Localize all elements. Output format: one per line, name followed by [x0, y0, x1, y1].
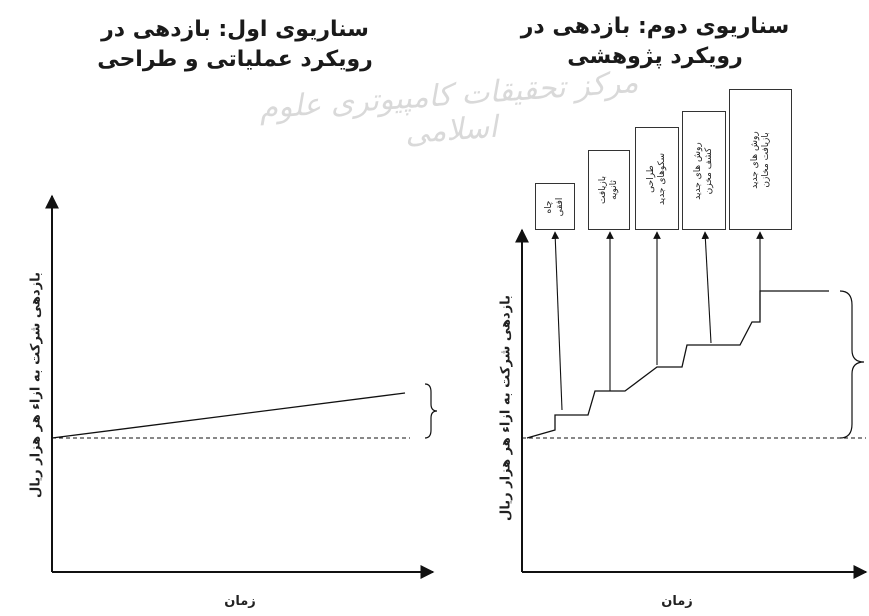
- box-horizontal-well: چاه افقی: [535, 183, 575, 230]
- scenario-2-title: سناریوی دوم: بازدهی در رویکرد پژوهشی: [520, 12, 790, 72]
- box-1-line-1: چاه: [544, 199, 554, 214]
- scenario-1-title: سناریوی اول: بازدهی در رویکرد عملیاتی و …: [95, 15, 375, 75]
- box-3-line-1: طراحی: [646, 164, 656, 193]
- box-2-line-2: ثانویه: [609, 180, 619, 200]
- box-5-line-1: روش های جدید: [749, 130, 760, 189]
- box-new-platforms-label: طراحی سکوهای جدید: [646, 152, 668, 204]
- box-3-line-2: سکوهای جدید: [657, 152, 667, 205]
- scenario-1-title-line-2: رویکرد عملیاتی و طراحی: [97, 47, 373, 72]
- left-y-axis-label: بازدهی شرکت به ازاء هر هزار ریال: [28, 272, 44, 498]
- left-return-line: [51, 392, 406, 439]
- box-1-line-2: افقی: [555, 197, 565, 216]
- box-new-platforms: طراحی سکوهای جدید: [635, 127, 679, 230]
- right-stepped-return-line: [526, 290, 829, 439]
- box-secondary-recovery: بازیافت ثانویه: [588, 150, 630, 230]
- left-x-axis-label: زمان: [224, 594, 256, 609]
- box-reservoir-discovery-label: روش های جدید کشف مخزن: [693, 142, 715, 199]
- box-2-line-1: بازیافت: [598, 176, 608, 204]
- box-secondary-recovery-label: بازیافت ثانویه: [598, 176, 620, 204]
- right-gain-brace: [839, 290, 865, 439]
- box-reservoir-recovery: روش های جدید بازیافت مخازن: [729, 89, 792, 230]
- box-5-line-2: بازیافت مخازن: [760, 131, 771, 188]
- scenario-2-title-line-1: سناریوی دوم: بازدهی در: [520, 14, 790, 39]
- box-4-line-2: کشف مخزن: [704, 147, 714, 194]
- left-gain-brace: [424, 383, 438, 439]
- right-x-axis-label: زمان: [661, 594, 693, 609]
- box-reservoir-discovery: روش های جدید کشف مخزن: [682, 111, 726, 230]
- scenario-2-title-line-2: رویکرد پژوهشی: [567, 44, 743, 69]
- box-horizontal-well-label: چاه افقی: [544, 197, 566, 216]
- arrow-horizontal-well: [551, 231, 563, 411]
- arrow-reservoir-discovery: [701, 231, 712, 344]
- right-y-axis-label: بازدهی شرکت به ازاء هر هزار ریال: [498, 295, 514, 521]
- box-reservoir-recovery-label: روش های جدید بازیافت مخازن: [750, 131, 772, 188]
- scenario-1-title-line-1: سناریوی اول: بازدهی در: [101, 17, 369, 42]
- box-4-line-1: روش های جدید: [693, 141, 703, 200]
